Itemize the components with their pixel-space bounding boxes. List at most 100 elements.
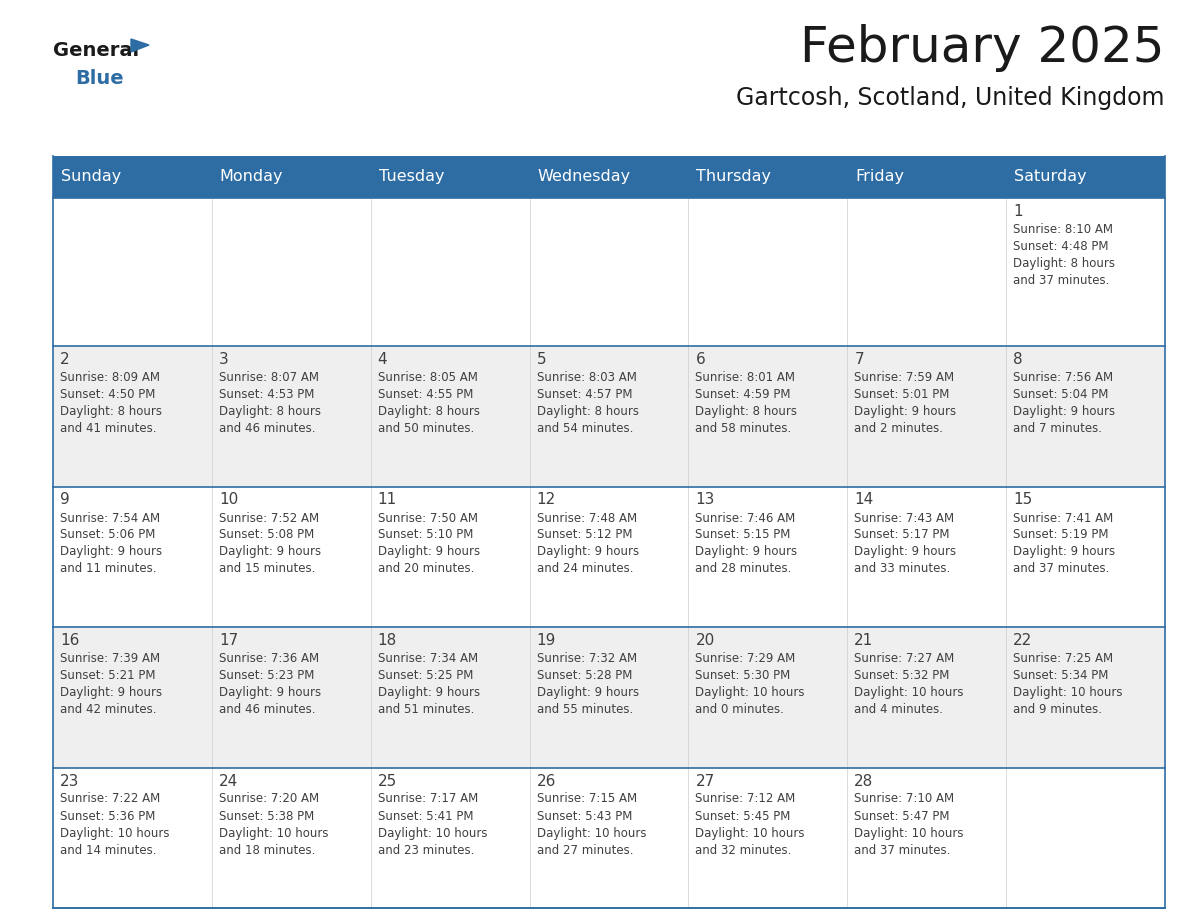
Text: 15: 15 xyxy=(1013,492,1032,508)
Text: Sunset: 4:48 PM: Sunset: 4:48 PM xyxy=(1013,240,1108,253)
Text: Sunrise: 7:52 AM: Sunrise: 7:52 AM xyxy=(219,511,320,524)
Text: 2: 2 xyxy=(61,352,70,367)
Text: and 9 minutes.: and 9 minutes. xyxy=(1013,703,1102,716)
Text: Sunrise: 7:34 AM: Sunrise: 7:34 AM xyxy=(378,652,478,665)
Text: 28: 28 xyxy=(854,774,873,789)
Text: Daylight: 9 hours: Daylight: 9 hours xyxy=(537,545,639,558)
Text: and 7 minutes.: and 7 minutes. xyxy=(1013,422,1102,435)
Text: Sunrise: 8:01 AM: Sunrise: 8:01 AM xyxy=(695,371,796,384)
Text: and 15 minutes.: and 15 minutes. xyxy=(219,563,315,576)
Text: Sunrise: 7:41 AM: Sunrise: 7:41 AM xyxy=(1013,511,1113,524)
Text: Sunrise: 7:17 AM: Sunrise: 7:17 AM xyxy=(378,792,478,805)
Text: 12: 12 xyxy=(537,492,556,508)
Text: and 28 minutes.: and 28 minutes. xyxy=(695,563,792,576)
Text: 10: 10 xyxy=(219,492,238,508)
Text: Daylight: 10 hours: Daylight: 10 hours xyxy=(854,686,963,699)
Text: Sunset: 5:36 PM: Sunset: 5:36 PM xyxy=(61,810,156,823)
Text: Sunrise: 8:09 AM: Sunrise: 8:09 AM xyxy=(61,371,160,384)
Text: Daylight: 10 hours: Daylight: 10 hours xyxy=(219,826,328,839)
Text: Tuesday: Tuesday xyxy=(379,170,444,185)
Text: Sunday: Sunday xyxy=(61,170,121,185)
Text: Daylight: 9 hours: Daylight: 9 hours xyxy=(1013,545,1116,558)
Text: 25: 25 xyxy=(378,774,397,789)
Polygon shape xyxy=(131,39,148,52)
Text: Sunset: 5:32 PM: Sunset: 5:32 PM xyxy=(854,669,949,682)
Text: Sunset: 5:30 PM: Sunset: 5:30 PM xyxy=(695,669,791,682)
Text: and 27 minutes.: and 27 minutes. xyxy=(537,844,633,856)
Text: Sunset: 5:10 PM: Sunset: 5:10 PM xyxy=(378,529,473,542)
Text: Sunset: 5:23 PM: Sunset: 5:23 PM xyxy=(219,669,315,682)
Text: 13: 13 xyxy=(695,492,715,508)
Text: Daylight: 9 hours: Daylight: 9 hours xyxy=(1013,405,1116,418)
Text: and 50 minutes.: and 50 minutes. xyxy=(378,422,474,435)
Text: Sunset: 4:53 PM: Sunset: 4:53 PM xyxy=(219,388,315,401)
Text: and 18 minutes.: and 18 minutes. xyxy=(219,844,315,856)
Text: 6: 6 xyxy=(695,352,706,367)
Text: Daylight: 10 hours: Daylight: 10 hours xyxy=(695,686,805,699)
Text: Sunrise: 7:46 AM: Sunrise: 7:46 AM xyxy=(695,511,796,524)
Text: Sunset: 5:34 PM: Sunset: 5:34 PM xyxy=(1013,669,1108,682)
Text: 24: 24 xyxy=(219,774,238,789)
Text: Daylight: 10 hours: Daylight: 10 hours xyxy=(61,826,170,839)
Text: Sunset: 5:15 PM: Sunset: 5:15 PM xyxy=(695,529,791,542)
Text: and 0 minutes.: and 0 minutes. xyxy=(695,703,784,716)
Text: and 41 minutes.: and 41 minutes. xyxy=(61,422,157,435)
Text: and 14 minutes.: and 14 minutes. xyxy=(61,844,157,856)
Text: and 37 minutes.: and 37 minutes. xyxy=(1013,563,1110,576)
Text: and 55 minutes.: and 55 minutes. xyxy=(537,703,633,716)
Text: Sunrise: 7:48 AM: Sunrise: 7:48 AM xyxy=(537,511,637,524)
Text: Sunrise: 7:29 AM: Sunrise: 7:29 AM xyxy=(695,652,796,665)
Bar xyxy=(53,346,1165,487)
Text: Sunrise: 7:50 AM: Sunrise: 7:50 AM xyxy=(378,511,478,524)
Text: Sunset: 5:04 PM: Sunset: 5:04 PM xyxy=(1013,388,1108,401)
Text: 20: 20 xyxy=(695,633,715,648)
Text: 21: 21 xyxy=(854,633,873,648)
Text: and 20 minutes.: and 20 minutes. xyxy=(378,563,474,576)
Text: Sunset: 4:55 PM: Sunset: 4:55 PM xyxy=(378,388,473,401)
Text: Sunrise: 7:59 AM: Sunrise: 7:59 AM xyxy=(854,371,954,384)
Text: Sunset: 4:50 PM: Sunset: 4:50 PM xyxy=(61,388,156,401)
Text: Sunrise: 8:05 AM: Sunrise: 8:05 AM xyxy=(378,371,478,384)
Text: and 46 minutes.: and 46 minutes. xyxy=(219,703,315,716)
Text: Sunrise: 7:43 AM: Sunrise: 7:43 AM xyxy=(854,511,954,524)
Text: Sunset: 4:59 PM: Sunset: 4:59 PM xyxy=(695,388,791,401)
Text: Daylight: 10 hours: Daylight: 10 hours xyxy=(378,826,487,839)
Text: Daylight: 8 hours: Daylight: 8 hours xyxy=(219,405,321,418)
Bar xyxy=(53,487,1165,627)
Text: February 2025: February 2025 xyxy=(801,24,1165,72)
Text: and 32 minutes.: and 32 minutes. xyxy=(695,844,792,856)
Text: Daylight: 9 hours: Daylight: 9 hours xyxy=(61,686,162,699)
Text: Daylight: 10 hours: Daylight: 10 hours xyxy=(854,826,963,839)
Text: Blue: Blue xyxy=(75,69,124,87)
Text: Sunset: 5:38 PM: Sunset: 5:38 PM xyxy=(219,810,314,823)
Text: Sunset: 5:06 PM: Sunset: 5:06 PM xyxy=(61,529,156,542)
Text: Daylight: 10 hours: Daylight: 10 hours xyxy=(537,826,646,839)
Text: and 54 minutes.: and 54 minutes. xyxy=(537,422,633,435)
Text: 9: 9 xyxy=(61,492,70,508)
Text: Sunrise: 7:27 AM: Sunrise: 7:27 AM xyxy=(854,652,954,665)
Text: 18: 18 xyxy=(378,633,397,648)
Text: and 2 minutes.: and 2 minutes. xyxy=(854,422,943,435)
Text: Sunrise: 7:25 AM: Sunrise: 7:25 AM xyxy=(1013,652,1113,665)
Text: Daylight: 9 hours: Daylight: 9 hours xyxy=(219,686,321,699)
Text: Sunset: 5:47 PM: Sunset: 5:47 PM xyxy=(854,810,949,823)
Text: 26: 26 xyxy=(537,774,556,789)
Text: and 4 minutes.: and 4 minutes. xyxy=(854,703,943,716)
Text: Daylight: 8 hours: Daylight: 8 hours xyxy=(537,405,639,418)
Text: Sunset: 5:21 PM: Sunset: 5:21 PM xyxy=(61,669,156,682)
Text: 16: 16 xyxy=(61,633,80,648)
Text: 7: 7 xyxy=(854,352,864,367)
Text: 22: 22 xyxy=(1013,633,1032,648)
Text: Sunrise: 7:36 AM: Sunrise: 7:36 AM xyxy=(219,652,320,665)
Text: and 23 minutes.: and 23 minutes. xyxy=(378,844,474,856)
Text: Sunrise: 7:39 AM: Sunrise: 7:39 AM xyxy=(61,652,160,665)
Text: Sunset: 5:08 PM: Sunset: 5:08 PM xyxy=(219,529,314,542)
Text: 23: 23 xyxy=(61,774,80,789)
Text: Sunrise: 8:03 AM: Sunrise: 8:03 AM xyxy=(537,371,637,384)
Bar xyxy=(53,627,1165,767)
Text: and 11 minutes.: and 11 minutes. xyxy=(61,563,157,576)
Text: 17: 17 xyxy=(219,633,238,648)
Text: 3: 3 xyxy=(219,352,228,367)
Text: Sunset: 4:57 PM: Sunset: 4:57 PM xyxy=(537,388,632,401)
Text: Friday: Friday xyxy=(855,170,904,185)
